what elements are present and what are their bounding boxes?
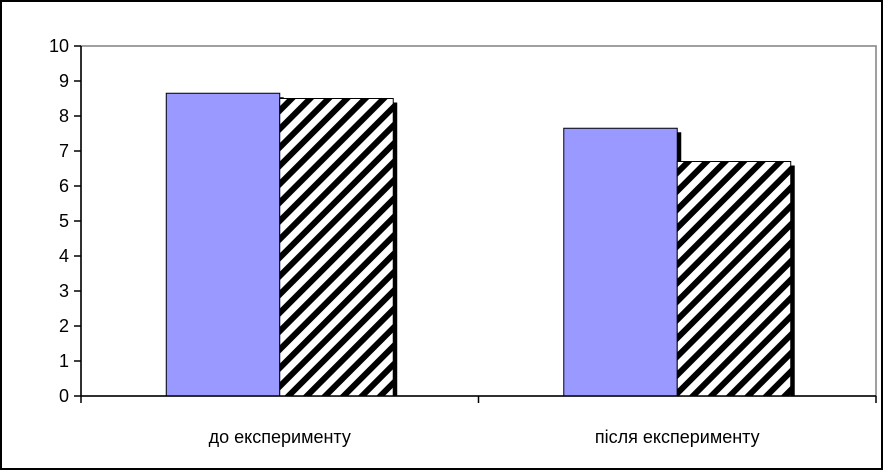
x-categories-group: до експерименту після експерименту — [209, 427, 760, 447]
y-ticks-group: 0 1 2 3 4 5 6 7 8 9 10 — [49, 36, 877, 406]
y-tick-label: 1 — [59, 351, 69, 371]
bar-series-2 — [676, 161, 792, 397]
y-tick-label: 9 — [59, 71, 69, 91]
bars-group — [165, 92, 795, 397]
x-category-label: після експерименту — [595, 427, 760, 447]
y-tick-label: 2 — [59, 316, 69, 336]
bar-series-2 — [279, 98, 394, 397]
y-tick-label: 4 — [59, 246, 69, 266]
y-tick-label: 3 — [59, 281, 69, 301]
bar-series-1 — [165, 92, 281, 397]
y-tick-label: 0 — [59, 386, 69, 406]
x-category-label: до експерименту — [209, 427, 351, 447]
y-tick-label: 8 — [59, 106, 69, 126]
y-tick-label: 7 — [59, 141, 69, 161]
y-tick-label: 5 — [59, 211, 69, 231]
y-tick-label: 6 — [59, 176, 69, 196]
y-tick-label: 10 — [49, 36, 69, 56]
bar-series-1 — [563, 127, 678, 397]
